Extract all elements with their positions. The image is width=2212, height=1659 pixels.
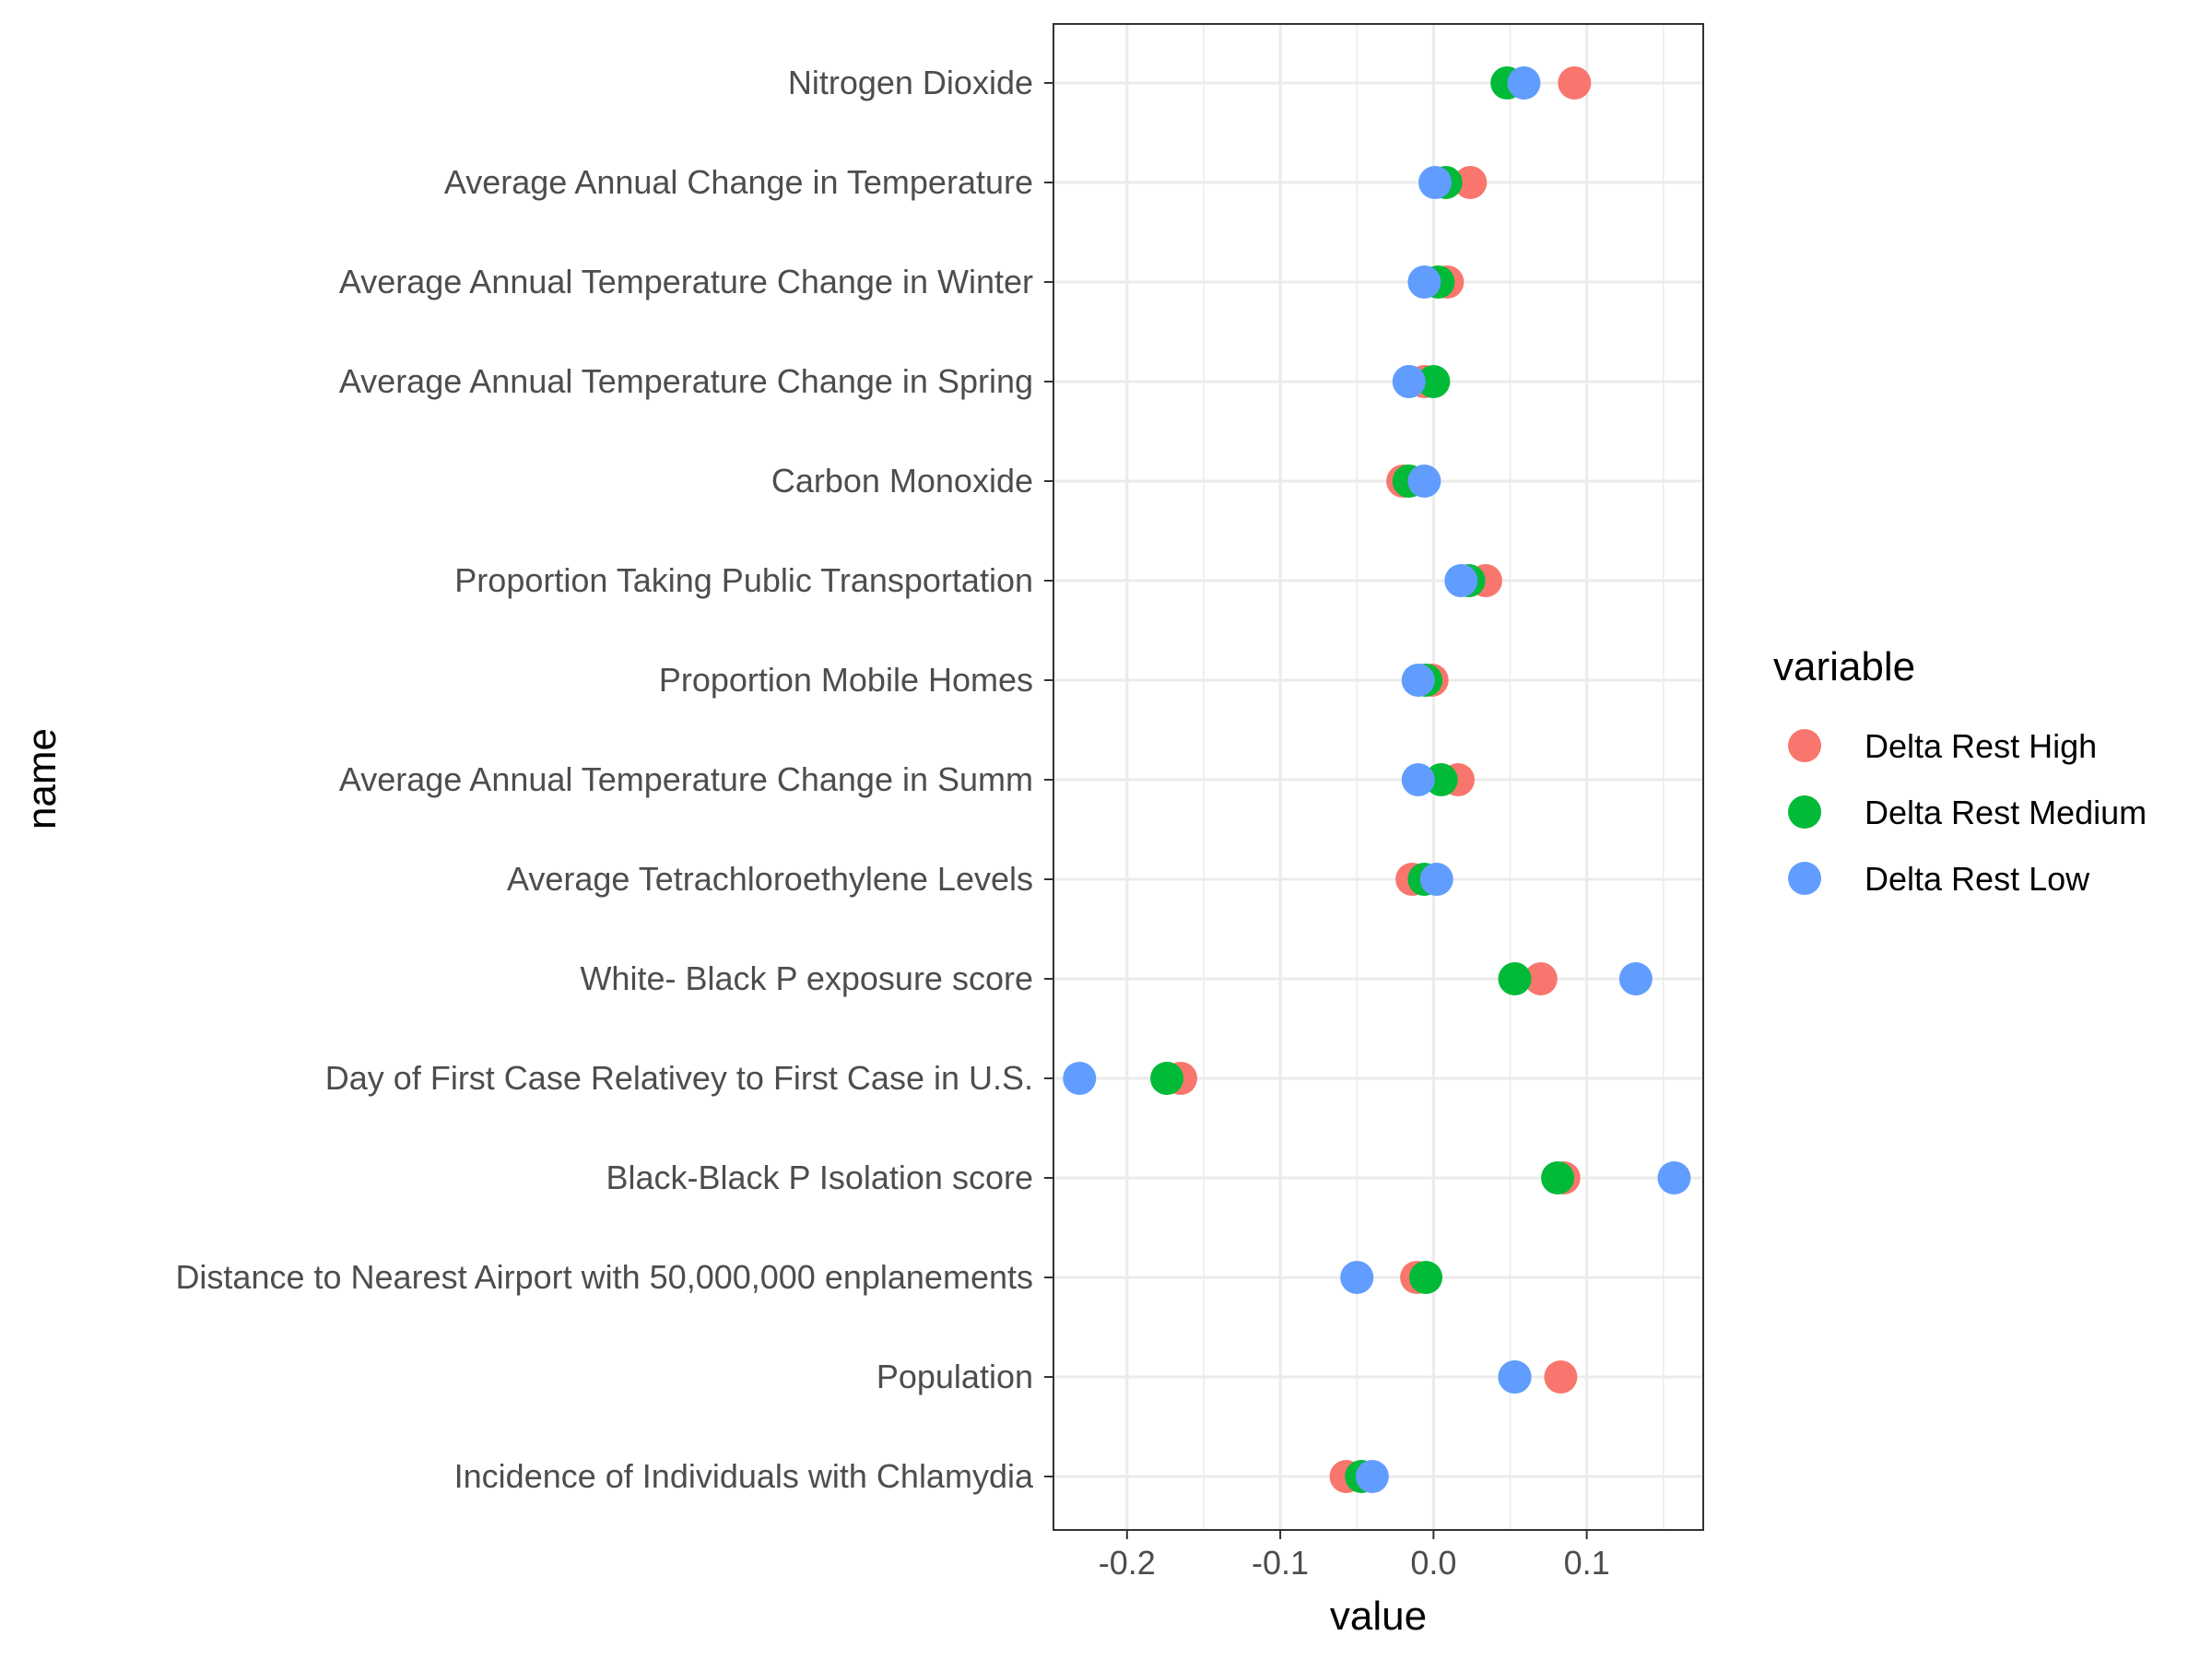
y-tick-label: Average Annual Temperature Change in Spr… bbox=[339, 362, 1033, 400]
y-tick-label: Proportion Taking Public Transportation bbox=[454, 561, 1033, 599]
legend-label: Delta Rest High bbox=[1865, 727, 2097, 765]
point-delta-rest-high bbox=[1544, 1360, 1578, 1394]
point-delta-rest-low bbox=[1340, 1261, 1374, 1294]
plot-panel-border bbox=[1053, 23, 1704, 1531]
point-delta-rest-low bbox=[1392, 365, 1426, 398]
point-delta-rest-low bbox=[1657, 1161, 1691, 1194]
legend-items: Delta Rest High Delta Rest Medium Delta Re… bbox=[1788, 727, 2147, 898]
y-tick-label: Average Annual Temperature Change in Win… bbox=[339, 263, 1033, 300]
minor-gridlines bbox=[1203, 24, 1665, 1530]
point-delta-rest-low bbox=[1444, 564, 1478, 597]
point-delta-rest-low bbox=[1355, 1460, 1389, 1493]
x-tick-label: -0.2 bbox=[1099, 1544, 1156, 1582]
point-delta-rest-low bbox=[1407, 465, 1441, 498]
point-delta-rest-low bbox=[1401, 763, 1435, 796]
x-axis-title: value bbox=[1330, 1594, 1427, 1639]
point-delta-rest-low bbox=[1618, 962, 1653, 995]
legend-swatch bbox=[1788, 729, 1821, 762]
legend-swatch bbox=[1788, 862, 1821, 895]
legend-title: variable bbox=[1773, 644, 1915, 689]
point-delta-rest-low bbox=[1418, 166, 1453, 199]
legend-swatch bbox=[1788, 795, 1821, 829]
y-axis-title: name bbox=[19, 728, 65, 830]
point-delta-rest-low bbox=[1407, 265, 1441, 299]
point-delta-rest-high bbox=[1524, 962, 1558, 995]
legend-label: Delta Rest Low bbox=[1865, 860, 2090, 898]
y-tick-label: Incidence of Individuals with Chlamydia bbox=[454, 1457, 1034, 1495]
y-tick-label: Proportion Mobile Homes bbox=[659, 661, 1033, 699]
point-delta-rest-medium bbox=[1409, 1261, 1443, 1294]
x-axis: -0.2 -0.1 0.0 0.1 bbox=[1099, 1530, 1610, 1582]
y-tick-label: Nitrogen Dioxide bbox=[788, 64, 1033, 101]
x-tick-label: -0.1 bbox=[1252, 1544, 1309, 1582]
point-delta-rest-high bbox=[1453, 166, 1488, 199]
point-delta-rest-low bbox=[1498, 1360, 1532, 1394]
x-tick-label: 0.0 bbox=[1410, 1544, 1456, 1582]
x-tick-label: 0.1 bbox=[1564, 1544, 1610, 1582]
y-tick-label: Black-Black P Isolation score bbox=[606, 1159, 1033, 1196]
point-delta-rest-medium bbox=[1150, 1062, 1184, 1095]
point-delta-rest-medium bbox=[1541, 1161, 1575, 1194]
plot-panel bbox=[1053, 23, 1704, 1531]
y-axis: Nitrogen Dioxide Average Annual Change in… bbox=[175, 64, 1053, 1495]
y-tick-label: Average Tetrachloroethylene Levels bbox=[507, 860, 1033, 898]
y-tick-label: Average Annual Temperature Change in Sum… bbox=[339, 760, 1033, 798]
y-tick-label: Day of First Case Relativey to First Cas… bbox=[325, 1059, 1033, 1097]
y-tick-label: Average Annual Change in Temperature bbox=[444, 163, 1033, 201]
plot-panel-background bbox=[1053, 24, 1703, 1530]
point-delta-rest-high bbox=[1558, 66, 1592, 100]
legend: variable Delta Rest High Delta Rest Mediu… bbox=[1773, 644, 2147, 898]
point-delta-rest-low bbox=[1063, 1062, 1097, 1095]
y-tick-label: White- Black P exposure score bbox=[580, 959, 1033, 997]
point-delta-rest-low bbox=[1507, 66, 1541, 100]
point-delta-rest-medium bbox=[1424, 763, 1458, 796]
point-delta-rest-low bbox=[1401, 664, 1435, 697]
point-delta-rest-medium bbox=[1417, 365, 1451, 398]
y-tick-label: Carbon Monoxide bbox=[771, 462, 1033, 500]
major-gridlines bbox=[1053, 24, 1703, 1530]
data-points bbox=[1063, 66, 1691, 1493]
point-delta-rest-medium bbox=[1498, 962, 1532, 995]
y-tick-label: Population bbox=[877, 1358, 1033, 1395]
point-delta-rest-low bbox=[1419, 863, 1453, 896]
y-tick-label: Distance to Nearest Airport with 50,000,… bbox=[175, 1258, 1033, 1296]
legend-label: Delta Rest Medium bbox=[1865, 794, 2147, 831]
